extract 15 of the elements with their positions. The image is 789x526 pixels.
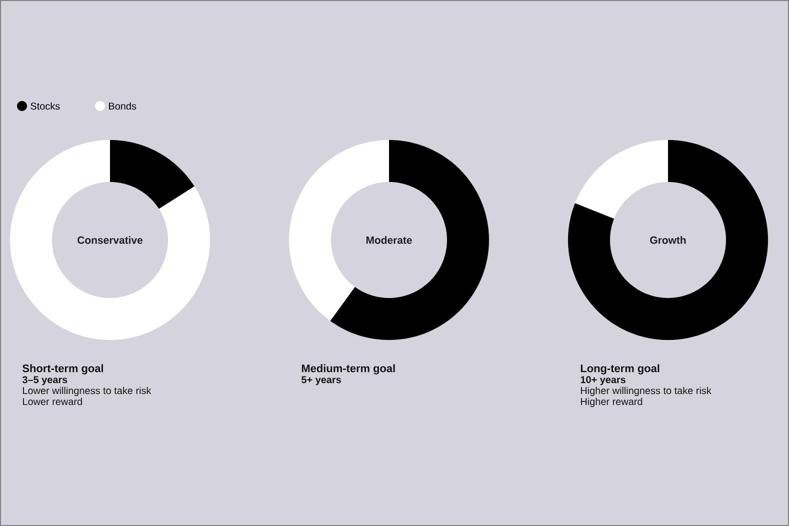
text: 10+ years <box>580 376 626 386</box>
text: Growth <box>650 236 686 244</box>
text: Medium-term goal <box>302 364 395 374</box>
legend-label: Bonds <box>109 102 136 110</box>
text: Higher willingness to take risk <box>581 386 712 396</box>
text: 3–5 years <box>22 376 68 386</box>
text: 5+ years <box>302 376 341 386</box>
text: Moderate <box>366 236 412 244</box>
text: Conservative <box>78 236 142 244</box>
text: Higher reward <box>581 398 642 408</box>
legend-label: Stocks <box>30 102 60 110</box>
text: Short-term goal <box>22 364 104 374</box>
text: Long-term goal <box>580 364 660 374</box>
text: Lower reward <box>23 398 82 406</box>
text: Lower willingness to take risk <box>23 386 152 396</box>
